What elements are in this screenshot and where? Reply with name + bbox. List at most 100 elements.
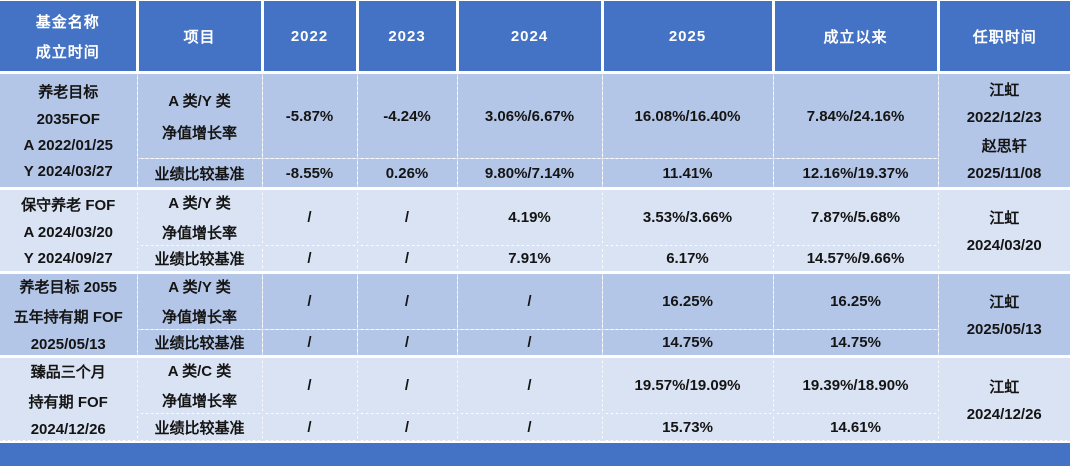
manager-name: 江虹 xyxy=(989,378,1020,396)
growth-since-cell: 7.84%/24.16% xyxy=(772,72,939,159)
fund-name-cell: 臻品三个月 持有期 FOF 2024/12/26 xyxy=(0,355,138,441)
growth-2024-cell: / xyxy=(456,271,603,330)
benchmark-2025-cell: 11.41% xyxy=(601,158,774,189)
group1-growth-row: 养老目标 2035FOF A 2022/01/25 Y 2024/03/27 A… xyxy=(0,72,1070,189)
item-growth-cell: A 类/C 类 净值增长率 xyxy=(136,355,263,414)
benchmark-label-cell: 业绩比较基准 xyxy=(137,413,263,441)
fund-name-line: 持有期 FOF xyxy=(28,393,108,411)
item-growth-cell: A 类/Y 类 净值增长率 xyxy=(136,72,263,159)
benchmark-2022-cell: -8.55% xyxy=(261,158,358,189)
growth-2025-cell: 19.57%/19.09% xyxy=(601,355,774,414)
manager-name: 江虹 xyxy=(989,82,1020,99)
benchmark-label-cell: 业绩比较基准 xyxy=(137,158,263,189)
header-cell-tenure: 任职时间 xyxy=(936,0,1070,74)
benchmark-2024-cell: 7.91% xyxy=(456,245,603,273)
tenure-cell: 江虹 2022/12/23 赵思轩 2025/11/08 xyxy=(937,72,1070,189)
fund-name-cell: 养老目标 2055 五年持有期 FOF 2025/05/13 xyxy=(0,271,138,357)
tenure-cell: 江虹 2025/05/13 xyxy=(937,271,1070,357)
growth-2023-cell: / xyxy=(356,355,458,414)
manager-name: 江虹 xyxy=(989,294,1020,311)
fund-inception-line: A 2022/01/25 xyxy=(23,137,114,154)
growth-2024-cell: / xyxy=(456,355,603,414)
growth-2022-cell: / xyxy=(261,355,358,414)
tenure-cell: 江虹 2024/03/20 xyxy=(937,187,1070,273)
header-cell-since-inception: 成立以来 xyxy=(771,0,940,74)
benchmark-2022-cell: / xyxy=(261,329,358,357)
share-class-label: A 类/Y 类 xyxy=(168,92,231,110)
benchmark-2024-cell: / xyxy=(456,413,603,441)
header-cell-item: 项目 xyxy=(135,0,264,74)
benchmark-2025-cell: 14.75% xyxy=(601,329,774,357)
item-growth-cell: A 类/Y 类 净值增长率 xyxy=(136,271,263,330)
benchmark-2025-cell: 6.17% xyxy=(601,245,774,273)
benchmark-2025-cell: 15.73% xyxy=(601,413,774,441)
benchmark-label-cell: 业绩比较基准 xyxy=(137,245,263,273)
fund-inception-line: 2025/05/13 xyxy=(30,336,106,353)
growth-since-cell: 7.87%/5.68% xyxy=(772,187,939,246)
fund-inception-line: Y 2024/03/27 xyxy=(23,163,113,180)
growth-2024-cell: 3.06%/6.67% xyxy=(456,72,603,159)
growth-label: 净值增长率 xyxy=(161,124,237,142)
bottom-accent-bar xyxy=(0,441,1070,466)
fund-name-line: 养老目标 xyxy=(38,84,99,101)
fund-name-line: 五年持有期 FOF xyxy=(13,309,123,326)
fund-name-line: 保守养老 FOF xyxy=(21,197,116,214)
benchmark-2024-cell: / xyxy=(456,329,603,357)
tenure-date: 2025/05/13 xyxy=(966,321,1042,338)
growth-2022-cell: -5.87% xyxy=(261,72,358,159)
benchmark-2022-cell: / xyxy=(261,245,358,273)
item-growth-cell: A 类/Y 类 净值增长率 xyxy=(136,187,263,246)
group4-growth-row: 臻品三个月 持有期 FOF 2024/12/26 A 类/C 类 净值增长率 /… xyxy=(0,355,1070,441)
tenure-date: 2024/03/20 xyxy=(966,237,1042,254)
share-class-label: A 类/C 类 xyxy=(167,363,232,380)
header-cell-2024: 2024 xyxy=(455,0,604,74)
benchmark-2023-cell: / xyxy=(356,413,458,441)
growth-label: 净值增长率 xyxy=(161,225,237,242)
header-fund-line1: 基金名称 xyxy=(35,13,100,31)
growth-2022-cell: / xyxy=(261,271,358,330)
fund-inception-line: 2024/12/26 xyxy=(30,420,106,438)
header-row: 基金名称 成立时间 项目 2022 2023 2024 2025 成立以来 任职… xyxy=(0,0,1070,74)
tenure-date: 2022/12/23 xyxy=(966,109,1042,126)
header-cell-2022: 2022 xyxy=(260,0,359,74)
growth-label: 净值增长率 xyxy=(161,309,237,326)
manager-name: 赵思轩 xyxy=(981,138,1027,155)
growth-2023-cell: / xyxy=(356,271,458,330)
header-cell-2023: 2023 xyxy=(355,0,459,74)
benchmark-2023-cell: / xyxy=(356,329,458,357)
fund-performance-table: 基金名称 成立时间 项目 2022 2023 2024 2025 成立以来 任职… xyxy=(0,0,1070,441)
benchmark-2023-cell: 0.26% xyxy=(356,158,458,189)
group3-benchmark-row: 业绩比较基准 / / / 14.75% 14.75% xyxy=(0,329,1070,357)
benchmark-since-cell: 14.75% xyxy=(772,329,938,357)
fund-name-line: 臻品三个月 xyxy=(30,363,106,381)
header-cell-2025: 2025 xyxy=(600,0,775,74)
growth-2025-cell: 16.08%/16.40% xyxy=(601,72,774,159)
tenure-date: 2024/12/26 xyxy=(966,405,1042,423)
fund-name-cell: 养老目标 2035FOF A 2022/01/25 Y 2024/03/27 xyxy=(0,72,138,189)
benchmark-2024-cell: 9.80%/7.14% xyxy=(456,158,603,189)
growth-label: 净值增长率 xyxy=(161,393,237,410)
group2-growth-row: 保守养老 FOF A 2024/03/20 Y 2024/09/27 A 类/Y… xyxy=(0,187,1070,273)
tenure-cell: 江虹 2024/12/26 xyxy=(937,355,1070,441)
growth-2025-cell: 3.53%/3.66% xyxy=(601,187,774,246)
share-class-label: A 类/Y 类 xyxy=(168,195,231,212)
group3-growth-row: 养老目标 2055 五年持有期 FOF 2025/05/13 A 类/Y 类 净… xyxy=(0,271,1070,357)
benchmark-since-cell: 14.57%/9.66% xyxy=(772,245,938,273)
header-cell-fund: 基金名称 成立时间 xyxy=(0,0,139,74)
benchmark-since-cell: 14.61% xyxy=(772,413,938,441)
benchmark-since-cell: 12.16%/19.37% xyxy=(772,158,938,189)
fund-name-line: 2035FOF xyxy=(36,111,100,128)
benchmark-2023-cell: / xyxy=(356,245,458,273)
group2-benchmark-row: 业绩比较基准 / / 7.91% 6.17% 14.57%/9.66% xyxy=(0,245,1070,273)
fund-name-cell: 保守养老 FOF A 2024/03/20 Y 2024/09/27 xyxy=(0,187,138,273)
growth-2023-cell: / xyxy=(356,187,458,246)
growth-2024-cell: 4.19% xyxy=(456,187,603,246)
group4-benchmark-row: 业绩比较基准 / / / 15.73% 14.61% xyxy=(0,413,1070,441)
fund-inception-line: Y 2024/09/27 xyxy=(23,250,113,267)
growth-since-cell: 19.39%/18.90% xyxy=(772,355,939,414)
growth-since-cell: 16.25% xyxy=(772,271,939,330)
growth-2023-cell: -4.24% xyxy=(356,72,458,159)
manager-name: 江虹 xyxy=(989,210,1020,227)
growth-2022-cell: / xyxy=(261,187,358,246)
